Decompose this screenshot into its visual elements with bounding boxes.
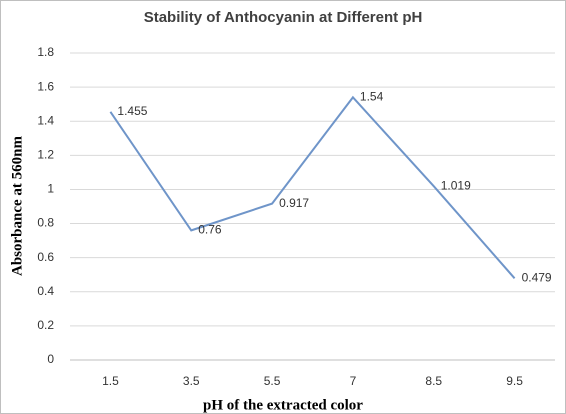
y-tick-label: 0.2 <box>37 318 54 332</box>
y-tick-label: 1.2 <box>37 148 54 162</box>
x-axis-title: pH of the extracted color <box>203 397 363 413</box>
y-axis-title: Absorbance at 560nm <box>9 136 25 277</box>
x-tick-label: 5.5 <box>264 374 281 388</box>
x-tick-label: 8.5 <box>425 374 442 388</box>
y-tick-label: 0.6 <box>37 250 54 264</box>
x-tick-label: 3.5 <box>183 374 200 388</box>
data-label: 0.76 <box>198 223 222 237</box>
data-label: 1.455 <box>117 104 147 118</box>
y-tick-label: 0 <box>47 352 54 366</box>
data-label: 0.917 <box>279 196 309 210</box>
data-label: 0.479 <box>522 270 552 284</box>
y-tick-label: 1 <box>47 182 54 196</box>
y-tick-label: 1.4 <box>37 113 54 127</box>
y-tick-label: 0.4 <box>37 284 54 298</box>
x-tick-label: 9.5 <box>506 374 523 388</box>
data-label: 1.019 <box>441 178 471 192</box>
chart-title: Stability of Anthocyanin at Different pH <box>144 9 423 26</box>
y-tick-label: 1.8 <box>37 45 54 59</box>
data-label: 1.54 <box>360 90 384 104</box>
data-line <box>109 95 516 279</box>
y-tick-label: 0.8 <box>37 216 54 230</box>
y-tick-label: 1.6 <box>37 79 54 93</box>
x-tick-label: 1.5 <box>102 374 119 388</box>
x-tick-label: 7 <box>350 374 357 388</box>
